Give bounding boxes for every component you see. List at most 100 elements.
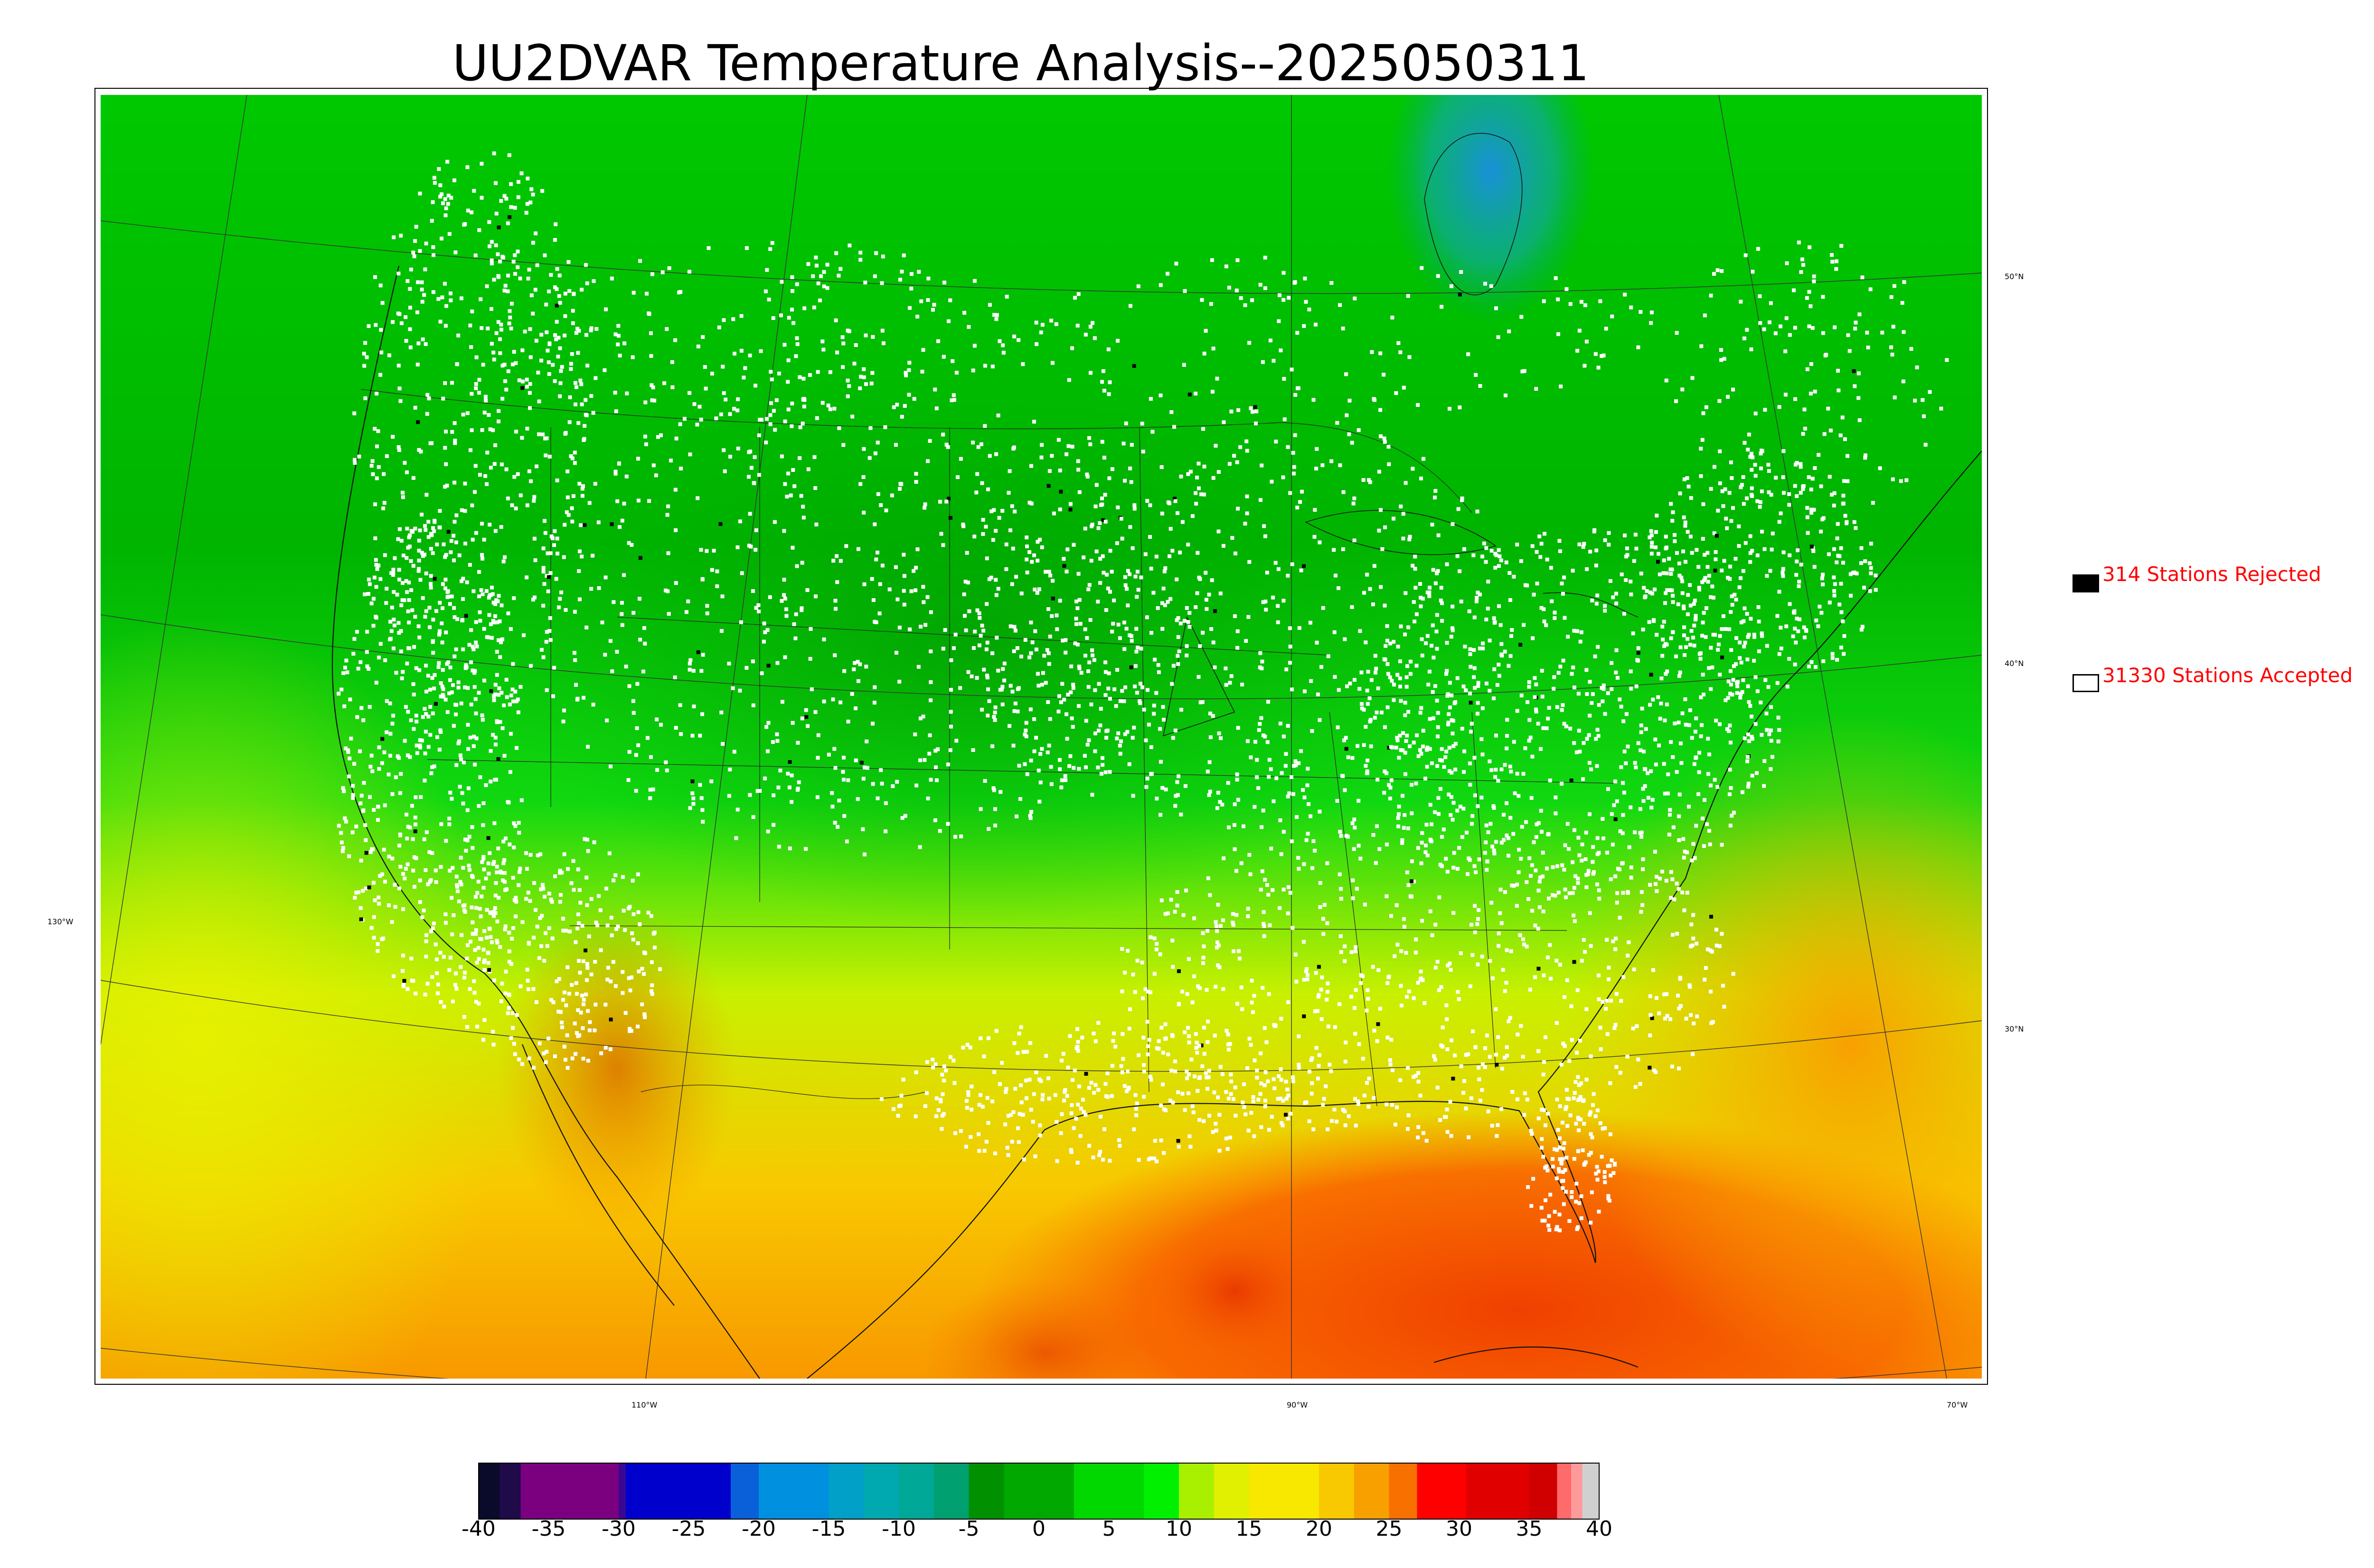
station-marker: [1671, 600, 1675, 604]
station-marker: [1504, 981, 1508, 985]
station-marker: [1517, 870, 1521, 874]
station-marker: [1143, 987, 1148, 991]
station-marker: [1202, 1052, 1206, 1056]
station-marker: [559, 590, 564, 594]
station-marker: [1541, 910, 1545, 913]
station-marker: [1792, 610, 1797, 615]
station-marker: [448, 602, 452, 606]
station-marker: [1584, 873, 1589, 877]
station-marker: [1330, 1119, 1334, 1123]
station-marker: [380, 872, 384, 876]
station-marker: [1276, 620, 1280, 624]
station-marker: [492, 151, 496, 156]
station-marker: [390, 920, 394, 924]
station-marker: [465, 808, 470, 812]
station-marker: [491, 1030, 495, 1034]
station-marker: [1212, 1090, 1216, 1095]
station-marker: [900, 816, 904, 820]
station-marker: [1019, 1025, 1023, 1029]
station-marker: [1606, 977, 1611, 981]
station-marker: [1604, 1007, 1608, 1011]
station-marker: [1753, 463, 1757, 467]
station-marker: [478, 907, 482, 911]
station-marker: [1252, 994, 1256, 998]
station-marker: [811, 274, 815, 278]
station-marker: [609, 764, 612, 769]
station-marker: [973, 629, 977, 634]
station-marker: [1594, 563, 1598, 568]
station-marker: [1004, 1087, 1008, 1091]
station-marker: [607, 851, 612, 855]
station-marker: [1423, 777, 1427, 780]
station-marker: [493, 443, 498, 447]
station-marker: [365, 355, 369, 359]
station-marker: [1056, 709, 1061, 714]
station-marker: [1631, 1026, 1635, 1031]
station-marker: [1012, 334, 1017, 338]
station-marker: [1548, 1192, 1553, 1197]
station-marker: [377, 901, 381, 906]
station-marker: [1069, 1148, 1073, 1152]
station-marker: [429, 547, 433, 551]
station-marker: [496, 757, 500, 761]
station-marker: [1564, 1088, 1569, 1092]
station-marker: [1190, 1104, 1195, 1108]
station-marker: [900, 414, 904, 419]
station-marker: [391, 320, 395, 324]
station-marker: [1456, 507, 1460, 511]
station-marker: [390, 605, 394, 610]
station-marker: [731, 686, 735, 690]
station-marker: [1728, 669, 1733, 673]
station-marker: [1089, 371, 1093, 375]
station-marker: [1528, 987, 1532, 992]
station-marker: [507, 1006, 511, 1010]
station-marker: [993, 823, 998, 827]
station-marker: [1622, 611, 1626, 616]
station-marker: [1017, 1140, 1021, 1144]
station-marker: [359, 858, 363, 863]
station-marker: [1162, 718, 1166, 722]
station-marker: [1726, 576, 1730, 580]
station-marker: [357, 454, 361, 459]
station-marker: [576, 912, 580, 917]
station-marker: [564, 929, 568, 933]
station-marker: [1684, 645, 1688, 649]
station-marker: [828, 370, 832, 374]
station-marker: [1539, 542, 1544, 546]
station-marker: [474, 355, 479, 359]
station-marker: [1529, 874, 1533, 878]
station-marker: [481, 823, 485, 827]
station-marker: [1611, 595, 1615, 600]
station-marker: [563, 314, 567, 318]
station-marker: [1297, 761, 1301, 765]
station-marker: [1439, 586, 1443, 590]
station-marker: [512, 1042, 516, 1046]
station-marker: [1217, 731, 1221, 735]
station-marker: [1652, 619, 1656, 623]
station-marker: [1128, 525, 1132, 529]
station-marker: [1430, 644, 1433, 648]
station-marker: [1665, 1014, 1669, 1018]
station-marker: [754, 548, 758, 552]
station-marker: [376, 818, 380, 822]
station-marker: [1680, 711, 1685, 715]
station-marker: [1692, 762, 1696, 766]
station-marker: [932, 302, 936, 307]
station-marker: [735, 807, 740, 812]
station-marker: [642, 626, 646, 630]
station-marker: [1769, 493, 1773, 497]
station-marker: [1588, 812, 1592, 817]
station-marker: [1256, 786, 1261, 790]
station-marker: [438, 195, 443, 199]
station-marker: [979, 634, 983, 638]
station-marker: [555, 536, 559, 541]
station-marker: [638, 597, 641, 601]
station-marker: [784, 607, 789, 611]
station-marker: [517, 831, 521, 835]
station-marker: [528, 853, 533, 857]
station-marker: [1084, 765, 1088, 770]
station-marker: [1437, 988, 1441, 992]
station-marker: [1758, 505, 1762, 509]
station-marker: [833, 599, 838, 603]
station-marker: [1234, 913, 1239, 917]
